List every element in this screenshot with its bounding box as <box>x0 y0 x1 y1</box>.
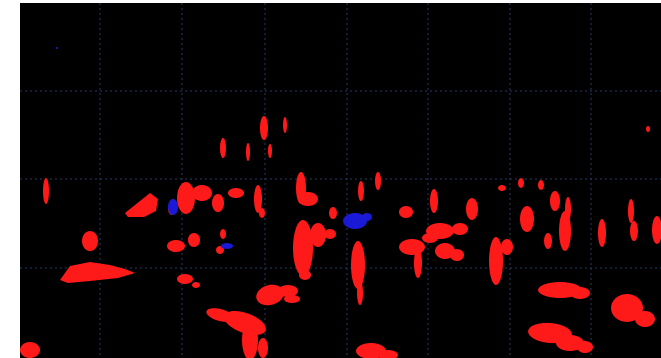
red-region <box>192 282 200 288</box>
red-region <box>220 229 226 239</box>
red-region <box>284 295 300 303</box>
red-region <box>256 284 284 306</box>
red-region <box>357 281 363 305</box>
red-region <box>43 178 49 204</box>
red-region <box>260 116 268 140</box>
red-region <box>646 126 650 132</box>
red-region <box>630 221 638 241</box>
red-region <box>358 181 364 201</box>
red-region <box>177 182 195 214</box>
red-region <box>206 308 234 322</box>
red-region <box>399 206 413 218</box>
red-region <box>520 206 534 232</box>
grid-lines <box>20 3 661 358</box>
red-region <box>577 341 593 353</box>
red-region <box>167 240 185 252</box>
red-region <box>351 241 365 289</box>
red-region <box>452 223 468 235</box>
red-region <box>538 180 544 190</box>
red-region <box>246 143 250 161</box>
red-region <box>399 239 425 255</box>
red-region <box>310 223 326 247</box>
red-region <box>329 207 337 219</box>
red-region <box>375 172 381 190</box>
red-region <box>82 231 98 251</box>
red-region <box>635 311 655 327</box>
red-region <box>20 342 40 358</box>
red-region <box>192 185 212 201</box>
red-region <box>598 219 606 247</box>
red-region <box>518 178 524 188</box>
red-region <box>268 144 272 158</box>
red-region <box>378 350 398 358</box>
red-region <box>220 138 226 158</box>
red-region <box>414 248 422 278</box>
mask-frame <box>20 3 661 358</box>
red-region <box>283 117 287 133</box>
red-region <box>299 270 311 280</box>
blue-region <box>56 47 58 49</box>
red-region <box>628 199 634 223</box>
red-region <box>466 198 478 220</box>
red-region <box>501 239 513 255</box>
red-region <box>216 246 224 254</box>
red-region <box>212 194 224 212</box>
red-region <box>450 249 464 261</box>
red-region <box>177 274 193 284</box>
red-region <box>570 287 590 299</box>
red-region <box>426 223 454 239</box>
red-region <box>498 185 506 191</box>
red-region <box>188 233 200 247</box>
blue-region <box>343 213 367 229</box>
red-region <box>559 211 571 251</box>
red-region <box>259 208 265 218</box>
red-region <box>293 220 313 276</box>
blue-region <box>362 213 372 221</box>
red-region <box>611 294 643 322</box>
red-region <box>125 193 158 217</box>
red-region-group <box>20 116 661 358</box>
red-region <box>242 320 258 358</box>
red-region <box>544 233 552 249</box>
red-region <box>324 229 336 239</box>
red-region <box>278 285 298 297</box>
red-region <box>258 338 268 358</box>
segmentation-mask-canvas <box>20 3 661 358</box>
red-region <box>298 192 318 206</box>
red-region <box>60 262 135 283</box>
blue-region <box>221 243 233 249</box>
red-region <box>550 191 560 211</box>
red-region <box>228 188 244 198</box>
red-region <box>652 216 661 244</box>
red-region <box>254 185 262 213</box>
blue-region-group <box>56 47 372 249</box>
blue-region <box>168 199 178 215</box>
red-region <box>430 189 438 213</box>
red-region <box>489 237 503 285</box>
